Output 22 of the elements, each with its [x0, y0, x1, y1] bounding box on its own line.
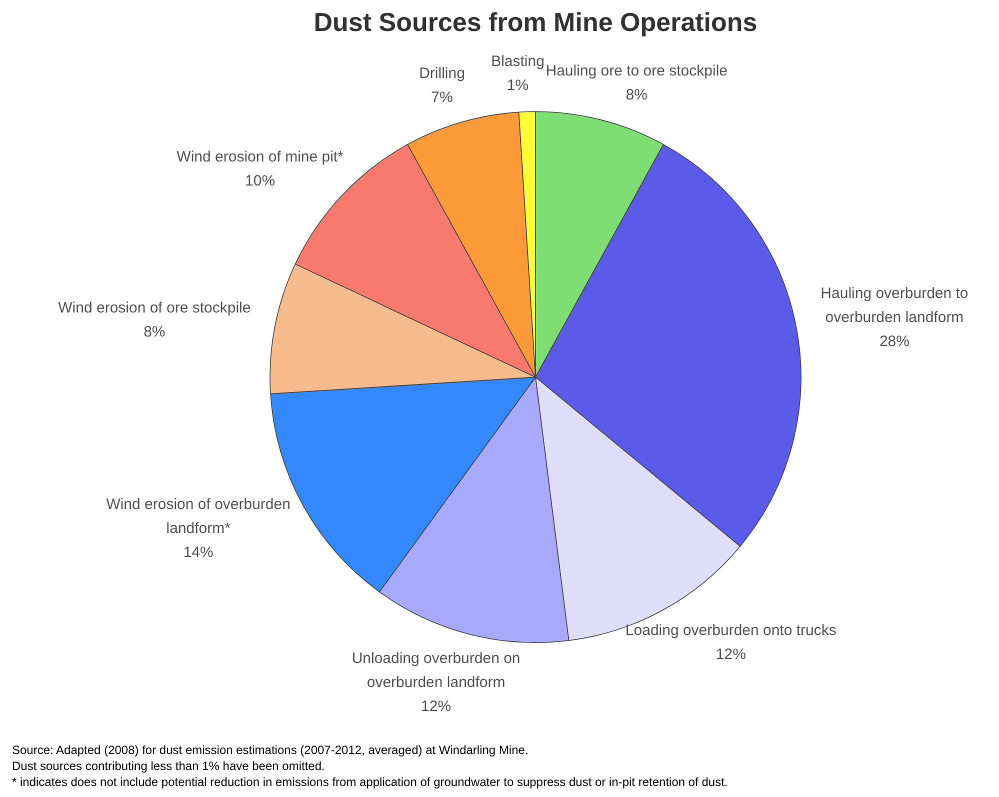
slice-label: Hauling overburden to overburden landform — [820, 285, 968, 326]
data-label: 10% — [245, 172, 276, 190]
chart-title: Dust Sources from Mine Operations — [314, 6, 758, 37]
slice-label: Wind erosion of mine pit* — [176, 148, 344, 166]
data-label: 1% — [506, 76, 529, 94]
slice-label: Wind erosion of overburden landform* — [106, 496, 290, 538]
data-label: 12% — [716, 646, 746, 664]
text: Dust sources contributing less than 1% have been omitted. — [12, 758, 326, 774]
slice-label: Unloading overburden on overburden landform — [352, 650, 520, 691]
data-label: 7% — [431, 88, 453, 106]
slice-label: Drilling — [419, 64, 465, 82]
slice-label: Loading overburden onto trucks — [625, 622, 836, 640]
text: * indicates does not include potential reduction in emissions from application of groundwater to suppress dust or in-pit retention of dust. — [12, 774, 728, 790]
data-label: 8% — [626, 86, 648, 104]
source-note: Source: Adapted (2008) for dust emission estimations (2007-2012, averaged) at Windarling Mine. — [12, 742, 530, 758]
data-label: 8% — [144, 323, 166, 340]
slice-label: Blasting — [491, 52, 544, 70]
data-label: 12% — [421, 698, 452, 715]
data-label: 28% — [879, 333, 910, 350]
data-label: 14% — [183, 544, 214, 562]
slice-label: Hauling ore to ore stockpile — [546, 62, 728, 80]
slice-label: Wind erosion of ore stockpile — [58, 299, 251, 316]
